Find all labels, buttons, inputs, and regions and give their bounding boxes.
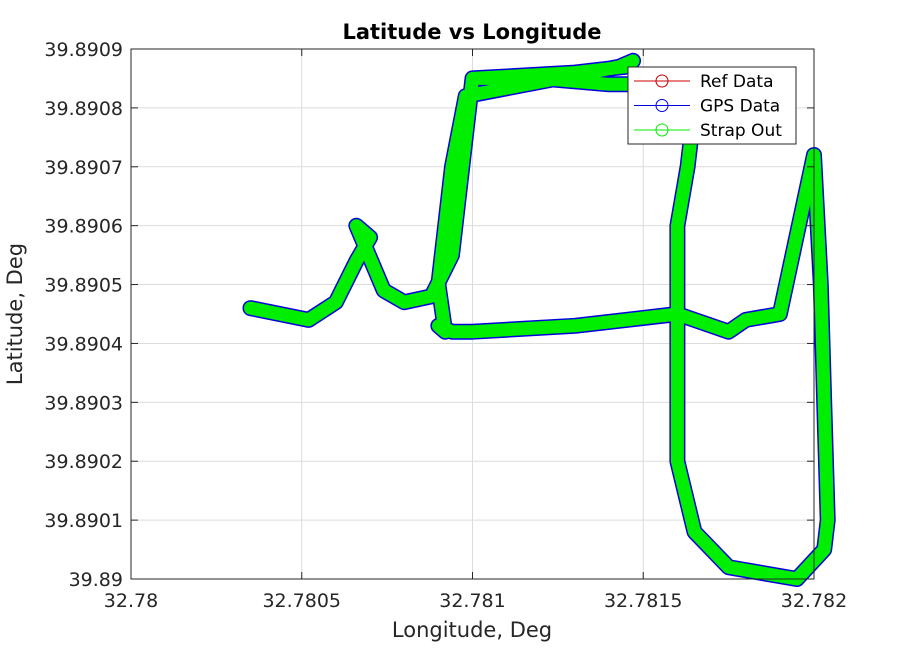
- series-layer: [242, 52, 836, 587]
- series-point-strap-out: [399, 297, 409, 307]
- legend-item-ref-data[interactable]: Ref Data: [634, 72, 774, 92]
- series-point-strap-out: [433, 321, 443, 331]
- series-point-strap-out: [570, 68, 580, 78]
- series-point-strap-out: [819, 397, 829, 407]
- y-tick-label: 39.8909: [44, 39, 123, 61]
- series-point-strap-out: [365, 232, 375, 242]
- series-point-strap-out: [351, 221, 361, 231]
- x-axis-label: Longitude, Deg: [392, 618, 552, 642]
- y-tick-label: 39.8902: [44, 451, 123, 473]
- x-tick-label: 32.782: [781, 590, 847, 612]
- series-point-strap-out: [447, 162, 457, 172]
- y-tick-label: 39.8908: [44, 98, 123, 120]
- series-point-strap-out: [819, 545, 829, 555]
- x-tick-label: 32.781: [439, 590, 505, 612]
- legend-item-gps-data[interactable]: GPS Data: [634, 97, 780, 117]
- y-tick-label: 39.89: [69, 569, 123, 591]
- series-point-strap-out: [823, 515, 833, 525]
- series-line-strap-out: [244, 54, 835, 586]
- legend[interactable]: Ref Data GPS Data Strap Out: [627, 66, 797, 145]
- series-point-strap-out: [614, 62, 624, 72]
- legend-marker-gps-data: [655, 99, 669, 112]
- series-point-strap-out: [724, 327, 734, 337]
- series-point-strap-out: [351, 256, 361, 266]
- y-tick-label: 39.8906: [44, 216, 123, 238]
- series-point-strap-out: [741, 315, 751, 325]
- series-point-strap-out: [775, 309, 785, 319]
- series-point-strap-out: [672, 309, 682, 319]
- x-tick-label: 32.7815: [604, 590, 683, 612]
- y-tick-label: 39.8905: [44, 275, 123, 297]
- series-point-strap-out: [468, 73, 477, 83]
- legend-marker-strap-out: [655, 123, 669, 137]
- series-point-strap-out: [628, 56, 638, 66]
- y-tick-label: 39.8904: [44, 333, 123, 355]
- series-point-strap-out: [461, 91, 471, 101]
- legend-item-strap-out[interactable]: Strap Out: [634, 121, 782, 141]
- tick-layer: 32.78 32.7805 32.781 32.7815 32.782 39.89 39.8…: [44, 39, 847, 612]
- series-point-strap-out: [672, 338, 682, 348]
- series-point-strap-out: [689, 527, 699, 537]
- series-point-strap-out: [536, 73, 546, 83]
- series-point-strap-out: [447, 250, 457, 260]
- legend-marker-ref-data: [655, 74, 669, 88]
- series-point-strap-out: [672, 221, 682, 231]
- x-tick-label: 32.78: [104, 590, 158, 612]
- series-point-strap-out: [447, 327, 457, 337]
- series-point-strap-out: [468, 327, 477, 337]
- series-point-strap-out: [570, 321, 580, 331]
- series-point-strap-out: [672, 456, 682, 466]
- y-axis-label: Latitude, Deg: [3, 243, 27, 385]
- series-point-strap-out: [816, 280, 826, 290]
- y-tick-label: 39.8907: [44, 157, 123, 179]
- y-tick-label: 39.8901: [44, 510, 123, 532]
- series-point-strap-out: [440, 327, 450, 337]
- y-tick-label: 39.8903: [44, 392, 123, 414]
- legend-label-gps-data: GPS Data: [700, 97, 780, 117]
- series-point-strap-out: [433, 280, 443, 290]
- series-point-strap-out: [724, 562, 734, 572]
- series-point-strap-out: [379, 285, 389, 295]
- series-point-strap-out: [304, 315, 314, 325]
- series-point-strap-out: [246, 303, 256, 313]
- x-tick-label: 32.7805: [262, 590, 341, 612]
- series-point-strap-out: [331, 297, 341, 307]
- legend-label-ref-data: Ref Data: [700, 72, 774, 92]
- series-point-strap-out: [427, 291, 437, 301]
- series-point-strap-out: [683, 162, 693, 172]
- legend-label-strap-out: Strap Out: [700, 121, 782, 141]
- chart-title: Latitude vs Longitude: [342, 20, 601, 44]
- series-point-strap-out: [604, 79, 614, 89]
